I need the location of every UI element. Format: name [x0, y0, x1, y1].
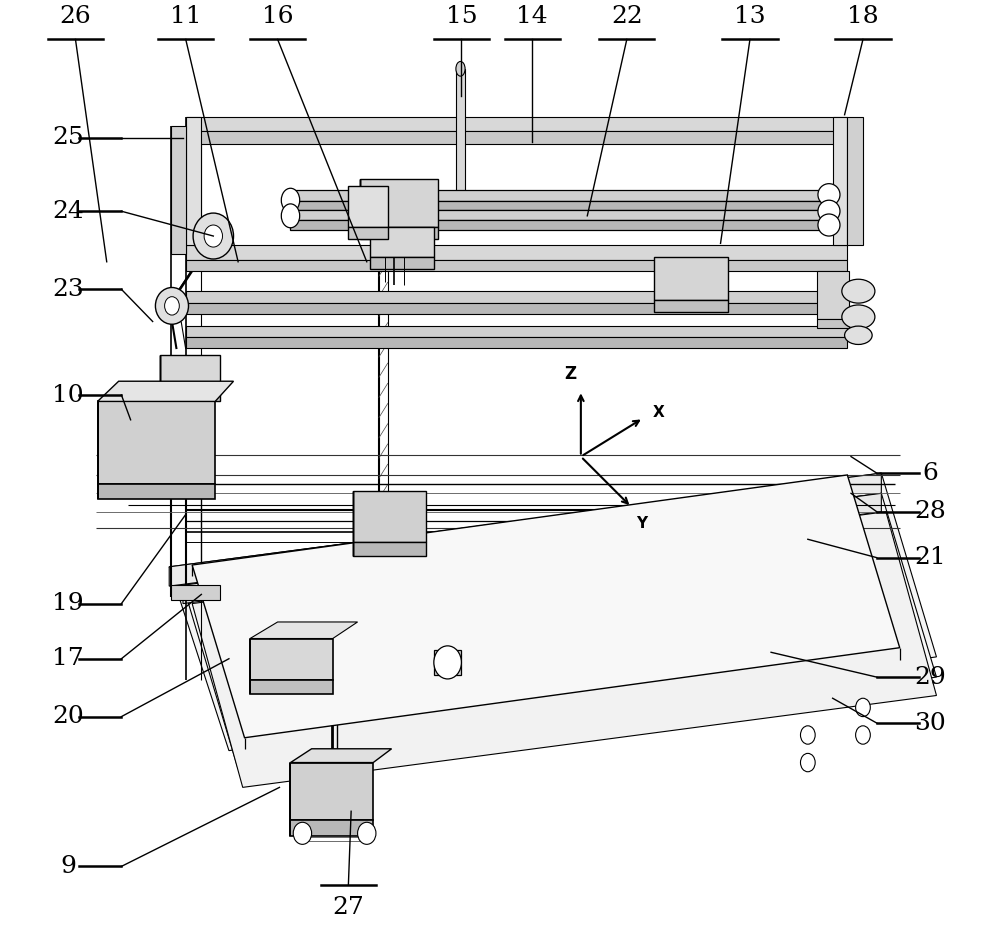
Ellipse shape [818, 214, 840, 236]
Polygon shape [290, 820, 373, 836]
Polygon shape [290, 220, 829, 229]
Ellipse shape [818, 200, 840, 222]
Ellipse shape [845, 327, 872, 344]
Polygon shape [192, 475, 900, 738]
Text: 17: 17 [52, 648, 84, 671]
Text: 19: 19 [52, 592, 84, 615]
Ellipse shape [358, 822, 376, 845]
Polygon shape [98, 401, 215, 484]
Polygon shape [171, 586, 220, 600]
Polygon shape [353, 491, 426, 542]
Polygon shape [456, 68, 465, 208]
Polygon shape [817, 271, 849, 319]
Text: 24: 24 [52, 200, 84, 223]
Text: 26: 26 [60, 6, 91, 29]
Polygon shape [250, 680, 333, 694]
Polygon shape [348, 227, 388, 239]
Ellipse shape [456, 201, 465, 216]
Polygon shape [98, 381, 234, 401]
Polygon shape [348, 187, 388, 227]
Text: 13: 13 [734, 6, 766, 29]
Ellipse shape [800, 726, 815, 745]
Ellipse shape [456, 61, 465, 76]
Polygon shape [192, 512, 936, 787]
Ellipse shape [434, 646, 461, 679]
Polygon shape [250, 638, 333, 680]
Polygon shape [290, 210, 829, 220]
Polygon shape [171, 126, 186, 254]
Ellipse shape [842, 305, 875, 329]
Polygon shape [833, 117, 847, 245]
Ellipse shape [193, 213, 234, 259]
Ellipse shape [842, 279, 875, 303]
Polygon shape [160, 388, 220, 401]
Polygon shape [353, 542, 426, 556]
Polygon shape [186, 337, 847, 348]
Text: 30: 30 [914, 711, 946, 734]
Text: 27: 27 [333, 895, 364, 919]
Text: 15: 15 [446, 6, 477, 29]
Ellipse shape [818, 184, 840, 205]
Polygon shape [847, 117, 863, 245]
Text: Y: Y [636, 516, 647, 531]
Polygon shape [186, 327, 847, 337]
Polygon shape [186, 131, 847, 144]
Polygon shape [250, 622, 358, 638]
Text: 20: 20 [52, 705, 84, 728]
Ellipse shape [155, 288, 188, 325]
Text: 6: 6 [922, 462, 938, 485]
Polygon shape [290, 201, 829, 210]
Polygon shape [654, 257, 728, 301]
Text: 11: 11 [170, 6, 201, 29]
Polygon shape [169, 473, 881, 586]
Polygon shape [434, 649, 461, 675]
Polygon shape [360, 227, 438, 239]
Polygon shape [186, 291, 847, 303]
Ellipse shape [293, 822, 312, 845]
Text: 21: 21 [914, 546, 946, 569]
Polygon shape [186, 303, 847, 315]
Polygon shape [169, 473, 936, 750]
Ellipse shape [856, 726, 870, 745]
Ellipse shape [800, 753, 815, 771]
Text: 9: 9 [60, 855, 76, 878]
Polygon shape [98, 484, 215, 499]
Ellipse shape [204, 225, 222, 247]
Polygon shape [183, 493, 881, 604]
Polygon shape [290, 191, 829, 201]
Polygon shape [360, 179, 438, 227]
Text: 22: 22 [611, 6, 643, 29]
Text: 10: 10 [52, 384, 84, 406]
Text: X: X [653, 405, 664, 420]
Polygon shape [186, 117, 201, 245]
Polygon shape [370, 257, 434, 269]
Polygon shape [183, 493, 936, 769]
Polygon shape [817, 319, 849, 328]
Polygon shape [290, 748, 392, 762]
Polygon shape [186, 245, 847, 260]
Polygon shape [654, 301, 728, 313]
Text: 29: 29 [914, 666, 946, 688]
Text: 25: 25 [52, 126, 84, 149]
Text: 18: 18 [847, 6, 879, 29]
Polygon shape [370, 227, 434, 257]
Ellipse shape [281, 204, 300, 228]
Text: 28: 28 [914, 500, 946, 524]
Ellipse shape [856, 698, 870, 717]
Polygon shape [186, 117, 847, 131]
Text: 16: 16 [262, 6, 293, 29]
Text: Z: Z [564, 365, 576, 383]
Polygon shape [186, 260, 847, 271]
Ellipse shape [165, 297, 179, 315]
Text: 14: 14 [516, 6, 548, 29]
Ellipse shape [281, 189, 300, 212]
Polygon shape [160, 355, 220, 388]
Text: 23: 23 [52, 278, 84, 301]
Polygon shape [290, 762, 373, 820]
